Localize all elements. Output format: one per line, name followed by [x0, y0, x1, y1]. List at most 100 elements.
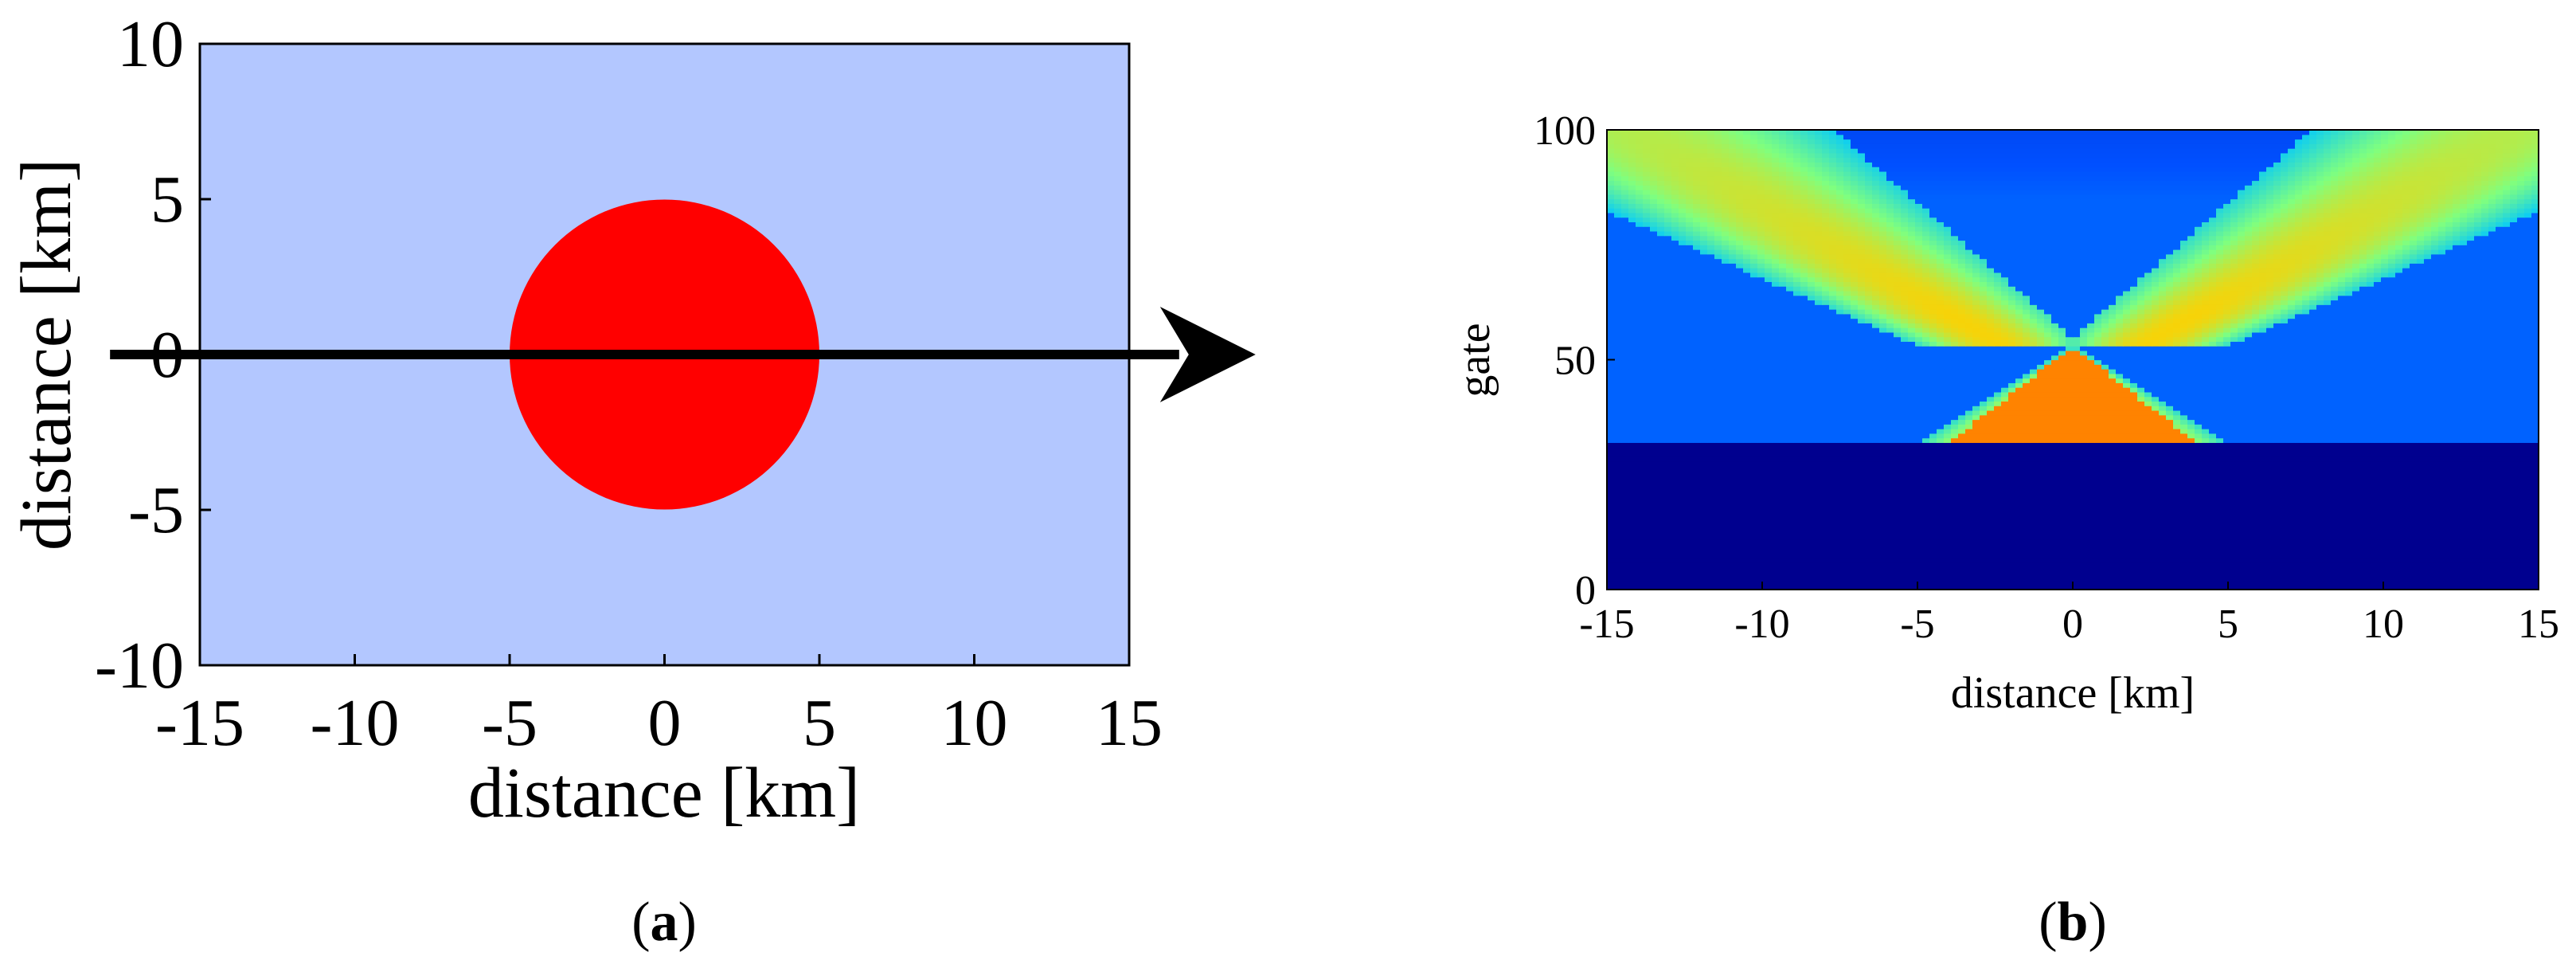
heatmap-cell [2223, 566, 2231, 572]
heatmap-cell [2281, 479, 2289, 484]
heatmap-cell [2066, 507, 2074, 512]
heatmap-cell [2101, 543, 2109, 549]
heatmap-cell [1965, 414, 1973, 421]
heatmap-cell [1965, 437, 1973, 443]
heatmap-cell [1800, 575, 1808, 582]
heatmap-cell [2238, 552, 2246, 558]
heatmap-cell [2424, 424, 2432, 429]
heatmap-cell [2137, 479, 2145, 484]
heatmap-cell [2044, 447, 2052, 453]
heatmap-cell [2453, 419, 2461, 425]
heatmap-cell [2302, 525, 2310, 531]
heatmap-cell [2266, 552, 2274, 558]
heatmap-cell [1908, 520, 1916, 526]
heatmap-cell [2166, 492, 2174, 499]
heatmap-cell [1772, 442, 1780, 448]
heatmap-cell [2374, 465, 2382, 471]
heatmap-cell [2209, 562, 2217, 567]
heatmap-cell [2259, 469, 2267, 476]
heatmap-cell [2388, 557, 2396, 562]
heatmap-cell [1958, 566, 1966, 572]
heatmap-cell [1729, 520, 1737, 526]
heatmap-cell [2524, 520, 2532, 526]
heatmap-cell [2180, 585, 2188, 590]
heatmap-cell [2123, 433, 2131, 439]
heatmap-cell [2230, 566, 2238, 572]
heatmap-cell [1829, 465, 1837, 471]
heatmap-cell [2058, 437, 2066, 443]
heatmap-cell [1829, 570, 1837, 577]
heatmap-cell [1693, 552, 1701, 558]
heatmap-cell [2388, 465, 2396, 471]
heatmap-cell [2417, 502, 2425, 507]
heatmap-cell [2488, 442, 2496, 448]
heatmap-cell [1858, 570, 1866, 577]
heatmap-cell [2202, 543, 2210, 549]
heatmap-cell [1614, 543, 1622, 549]
heatmap-cell [2395, 492, 2403, 499]
heatmap-cell [1851, 515, 1859, 522]
heatmap-cell [2223, 492, 2231, 499]
heatmap-cell [1779, 447, 1787, 453]
heatmap-cell [2481, 570, 2489, 577]
heatmap-cell [1650, 474, 1658, 480]
heatmap-cell [2388, 414, 2396, 421]
heatmap-cell [1700, 429, 1708, 434]
heatmap-cell [2402, 507, 2410, 512]
heatmap-cell [1980, 570, 1988, 577]
heatmap-cell [2481, 460, 2489, 466]
heatmap-cell [1628, 562, 1636, 567]
heatmap-cell [1628, 548, 1636, 554]
heatmap-cell [2338, 442, 2346, 448]
heatmap-cell [2345, 424, 2353, 429]
heatmap-cell [2445, 548, 2453, 554]
heatmap-cell [2101, 429, 2109, 434]
heatmap-cell [2367, 492, 2375, 499]
heatmap-cell [2266, 539, 2274, 544]
heatmap-cell [2359, 502, 2367, 507]
heatmap-cell [1679, 437, 1687, 443]
heatmap-cell [2424, 497, 2432, 503]
heatmap-cell [1822, 437, 1830, 443]
heatmap-cell [2094, 460, 2102, 466]
heatmap-cell [2531, 479, 2539, 484]
heatmap-cell [1636, 557, 1644, 562]
heatmap-cell [2044, 575, 2052, 582]
heatmap-cell [1808, 424, 1816, 429]
heatmap-cell [2252, 515, 2260, 522]
heatmap-cell [1614, 497, 1622, 503]
heatmap-cell [1980, 502, 1988, 507]
heatmap-cell [2123, 566, 2131, 572]
heatmap-cell [2094, 456, 2102, 462]
heatmap-cell [1901, 474, 1909, 480]
heatmap-cell [2001, 562, 2009, 567]
heatmap-cell [2101, 465, 2109, 471]
heatmap-cell [2180, 484, 2188, 489]
heatmap-cell [2123, 442, 2131, 448]
heatmap-cell [2395, 414, 2403, 421]
heatmap-cell [1743, 585, 1751, 590]
heatmap-cell [2101, 566, 2109, 572]
heatmap-cell [1872, 520, 1880, 526]
heatmap-cell [2080, 456, 2088, 462]
heatmap-cell [2202, 580, 2210, 586]
heatmap-cell [1865, 484, 1873, 489]
heatmap-cell [1915, 419, 1923, 425]
heatmap-cell [2245, 562, 2253, 567]
heatmap-cell [1915, 474, 1923, 480]
heatmap-cell [1736, 529, 1744, 535]
heatmap-cell [1757, 433, 1765, 439]
heatmap-cell [2101, 456, 2109, 462]
heatmap-cell [2152, 474, 2160, 480]
heatmap-cell [1757, 515, 1765, 522]
heatmap-cell [1980, 497, 1988, 503]
heatmap-cell [1822, 525, 1830, 531]
heatmap-cell [1736, 460, 1744, 466]
heatmap-cell [2051, 511, 2059, 517]
heatmap-cell [2295, 414, 2303, 421]
heatmap-cell [1671, 497, 1679, 503]
heatmap-cell [1693, 447, 1701, 453]
heatmap-cell [2101, 488, 2109, 494]
heatmap-cell [1686, 469, 1694, 476]
heatmap-cell [2438, 474, 2446, 480]
